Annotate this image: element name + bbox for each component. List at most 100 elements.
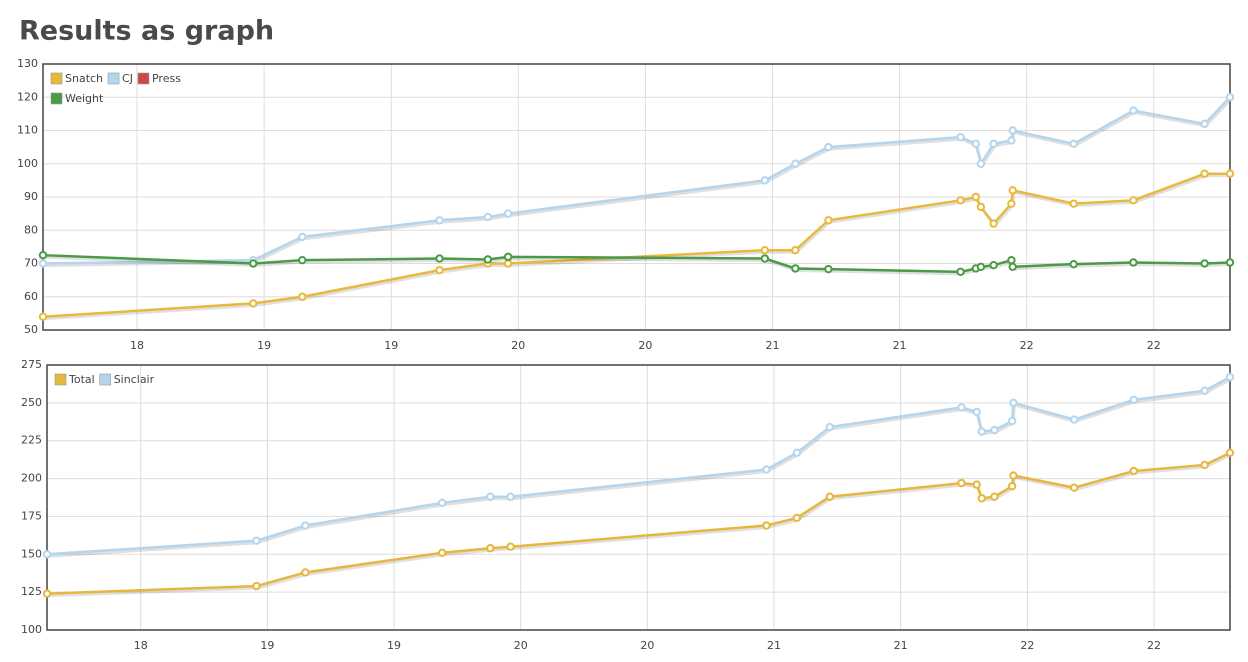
x-tick-label: 19 <box>260 639 274 652</box>
point <box>825 492 834 501</box>
point <box>38 312 48 321</box>
x-tick-label: 18 <box>134 639 148 652</box>
point <box>486 492 495 501</box>
point <box>252 536 261 545</box>
point <box>989 139 998 149</box>
point <box>506 492 515 501</box>
x-tick-label: 22 <box>1020 339 1034 352</box>
y-tick-label: 125 <box>21 585 42 598</box>
y-tick-label: 100 <box>21 623 42 636</box>
point <box>791 159 800 168</box>
point <box>760 176 770 185</box>
point <box>990 492 999 501</box>
point <box>990 425 999 435</box>
point <box>824 216 833 225</box>
legend-label: Total <box>68 373 95 386</box>
point <box>976 202 986 212</box>
y-tick-label: 50 <box>24 323 38 336</box>
legend-label: Snatch <box>65 72 103 85</box>
point <box>42 550 52 559</box>
legend-label: Sinclair <box>114 373 155 386</box>
point <box>1200 386 1209 395</box>
point <box>1200 460 1209 470</box>
y-tick-label: 70 <box>24 257 38 270</box>
point <box>1200 119 1209 129</box>
point <box>298 232 307 242</box>
point <box>301 568 310 577</box>
point <box>956 132 965 142</box>
point <box>976 159 986 168</box>
y-tick-label: 175 <box>21 509 42 522</box>
x-tick-label: 21 <box>765 339 779 352</box>
point <box>503 259 513 268</box>
y-tick-label: 120 <box>17 90 38 103</box>
point <box>435 265 444 275</box>
point <box>1007 416 1017 426</box>
point <box>437 548 447 557</box>
point <box>791 264 800 273</box>
point <box>298 292 307 301</box>
point <box>1007 199 1016 208</box>
point <box>977 494 986 503</box>
point <box>506 542 515 551</box>
y-tick-label: 225 <box>21 434 42 447</box>
point <box>956 267 965 277</box>
x-tick-label: 21 <box>894 639 908 652</box>
series-line <box>46 376 1231 556</box>
plot-border <box>46 364 1231 631</box>
point <box>792 513 802 523</box>
point <box>1225 448 1235 458</box>
point <box>1129 258 1138 267</box>
x-tick-label: 18 <box>130 339 144 352</box>
x-tick-label: 20 <box>514 639 528 652</box>
point <box>971 192 981 202</box>
point <box>971 139 981 149</box>
point <box>825 422 834 432</box>
point <box>1225 93 1235 102</box>
point <box>760 246 770 255</box>
point <box>1007 481 1017 491</box>
point <box>1129 395 1138 405</box>
legend-swatch <box>50 72 63 85</box>
point <box>1225 169 1235 178</box>
point <box>38 259 48 268</box>
point <box>1070 415 1079 424</box>
x-tick-label: 19 <box>257 339 271 352</box>
point <box>972 407 981 417</box>
point <box>792 448 802 458</box>
point <box>972 480 981 489</box>
legend-swatch <box>107 72 120 85</box>
y-tick-label: 250 <box>21 396 42 409</box>
x-tick-label: 21 <box>767 639 781 652</box>
x-tick-label: 21 <box>893 339 907 352</box>
legend-swatch <box>50 92 63 105</box>
series-line <box>46 451 1231 595</box>
point <box>824 264 833 274</box>
point <box>249 299 258 308</box>
line-shadow <box>47 453 1232 598</box>
x-tick-label: 19 <box>384 339 398 352</box>
point <box>1200 169 1209 178</box>
point <box>503 252 513 262</box>
y-tick-label: 275 <box>21 358 42 371</box>
y-tick-label: 100 <box>17 157 38 170</box>
point <box>1069 259 1078 269</box>
point <box>1129 466 1138 476</box>
point <box>503 209 513 218</box>
point <box>1200 259 1209 268</box>
point <box>301 521 310 530</box>
point <box>249 259 258 268</box>
point <box>298 255 307 265</box>
legend-swatch <box>137 72 150 85</box>
point <box>1069 139 1078 149</box>
point <box>252 581 261 591</box>
y-tick-label: 80 <box>24 223 38 236</box>
point <box>957 478 966 488</box>
legend-label: CJ <box>122 72 133 85</box>
x-tick-label: 22 <box>1020 639 1034 652</box>
x-tick-label: 20 <box>638 339 652 352</box>
point <box>483 255 493 264</box>
point <box>1225 372 1235 382</box>
point <box>791 246 800 255</box>
x-tick-label: 19 <box>387 639 401 652</box>
